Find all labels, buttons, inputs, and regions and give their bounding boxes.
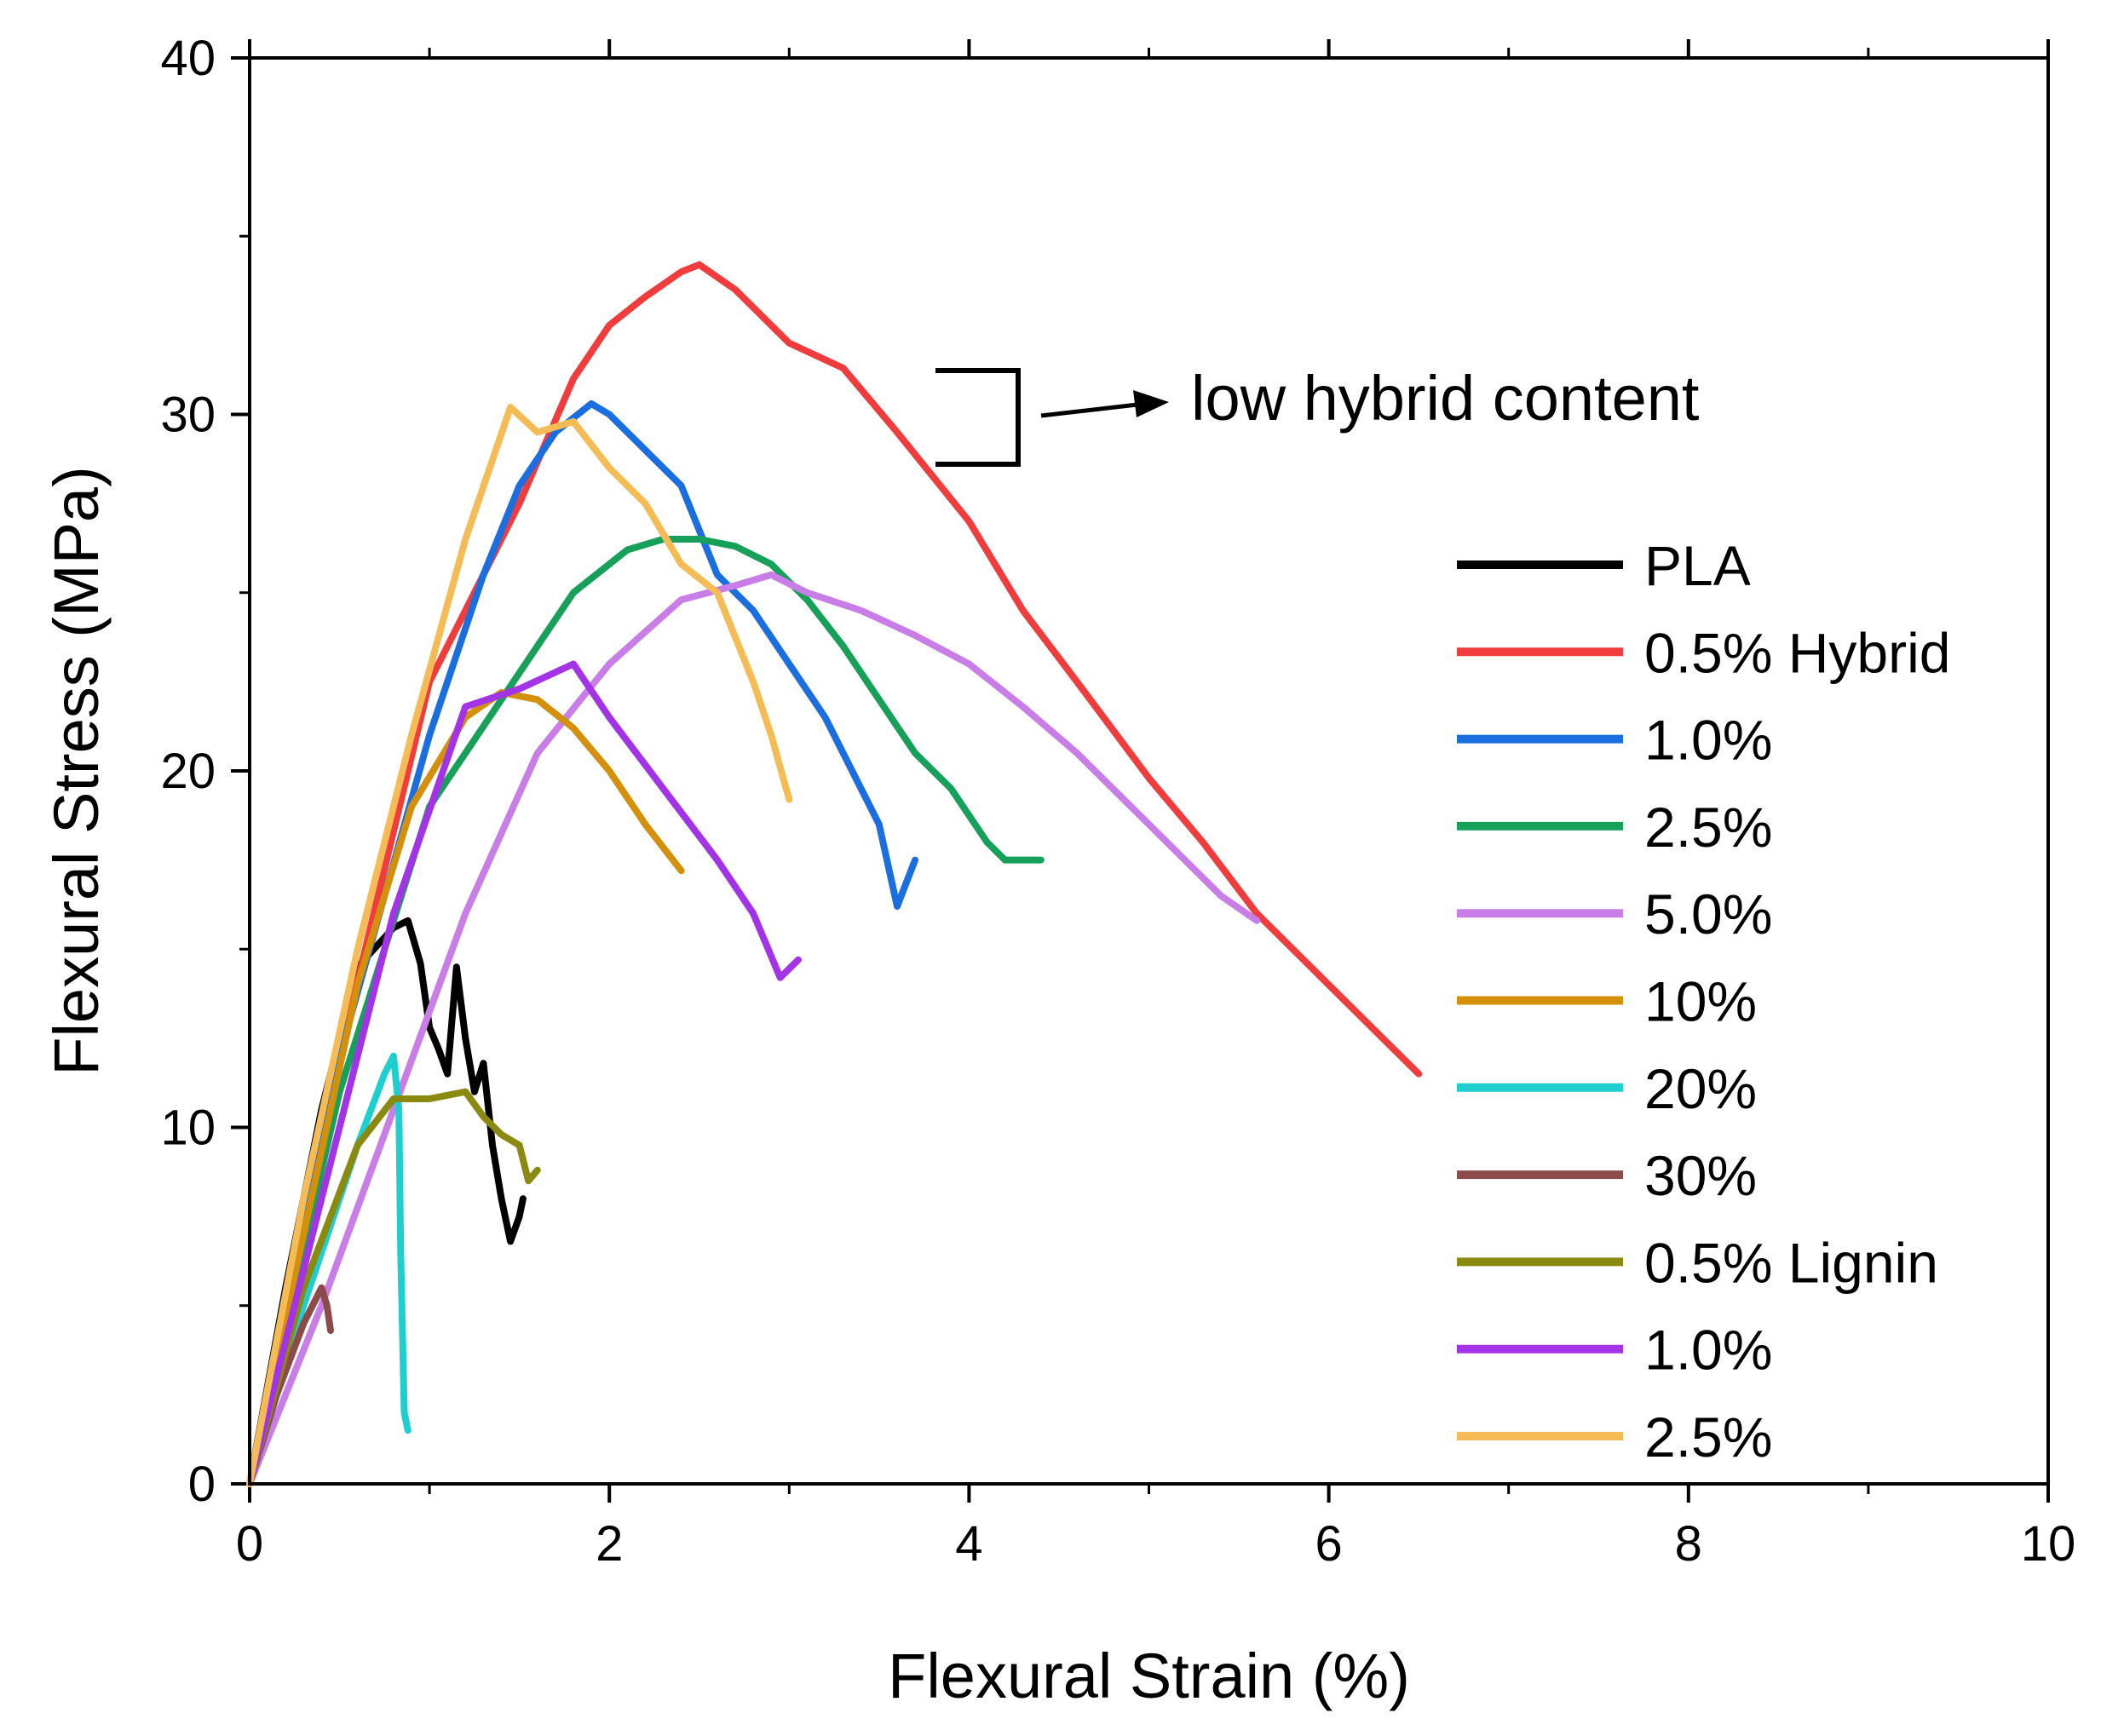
legend-label: 30% [1644,1144,1757,1207]
legend: PLA 0.5% Hybrid 1.0% 2.5% 5.0% 10% 20% 30% 0.5% … [1457,534,1951,1469]
y-tick-label: 20 [160,744,216,799]
legend-label: 0.5% Hybrid [1644,621,1951,684]
legend-label: 20% [1644,1057,1757,1120]
x-tick-label: 8 [1675,1516,1702,1572]
y-tick-label: 30 [160,388,216,443]
series-line-2-1-0 [246,400,919,1487]
y-tick-label: 0 [188,1457,216,1512]
series-line-6-20 [246,1052,412,1487]
legend-label: PLA [1644,534,1751,597]
series-lines [246,261,1423,1487]
y-axis-title: Flexural Stress (MPa) [41,466,112,1075]
series-line-10-2-5 [246,404,793,1487]
low-hybrid-annotation: low hybrid content [935,363,1700,467]
tick-labels: 0 2 4 6 8 10 0 10 20 30 40 [160,31,2075,1572]
series-line-8-0-5-lignin [246,1088,541,1487]
legend-label: 0.5% Lignin [1644,1231,1938,1294]
y-tick-label: 10 [160,1101,216,1156]
y-tick-label: 40 [160,31,216,86]
x-tick-label: 10 [2021,1516,2076,1572]
axis-ticks [231,39,2050,1503]
plot-frame [248,56,2050,1486]
annotation-label: low hybrid content [1191,363,1700,434]
legend-label: 1.0% [1644,709,1772,772]
series-line-3-2-5 [246,536,1045,1487]
legend-label: 10% [1644,970,1757,1033]
x-tick-label: 4 [955,1516,982,1572]
legend-label: 1.0% [1644,1319,1772,1382]
x-axis-title: Flexural Strain (%) [888,1641,1410,1711]
annotation-arrow-shaft [1040,402,1138,418]
annotation-arrow-head [1133,390,1169,417]
x-tick-label: 0 [236,1516,263,1572]
x-tick-label: 6 [1315,1516,1342,1572]
series-line-9-1-0 [246,660,802,1487]
legend-label: 2.5% [1644,796,1772,859]
x-tick-label: 2 [596,1516,623,1572]
legend-label: 5.0% [1644,882,1772,946]
series-line-4-5-0 [246,571,1261,1487]
legend-label: 2.5% [1644,1405,1772,1469]
annotation-bracket [935,368,1021,467]
